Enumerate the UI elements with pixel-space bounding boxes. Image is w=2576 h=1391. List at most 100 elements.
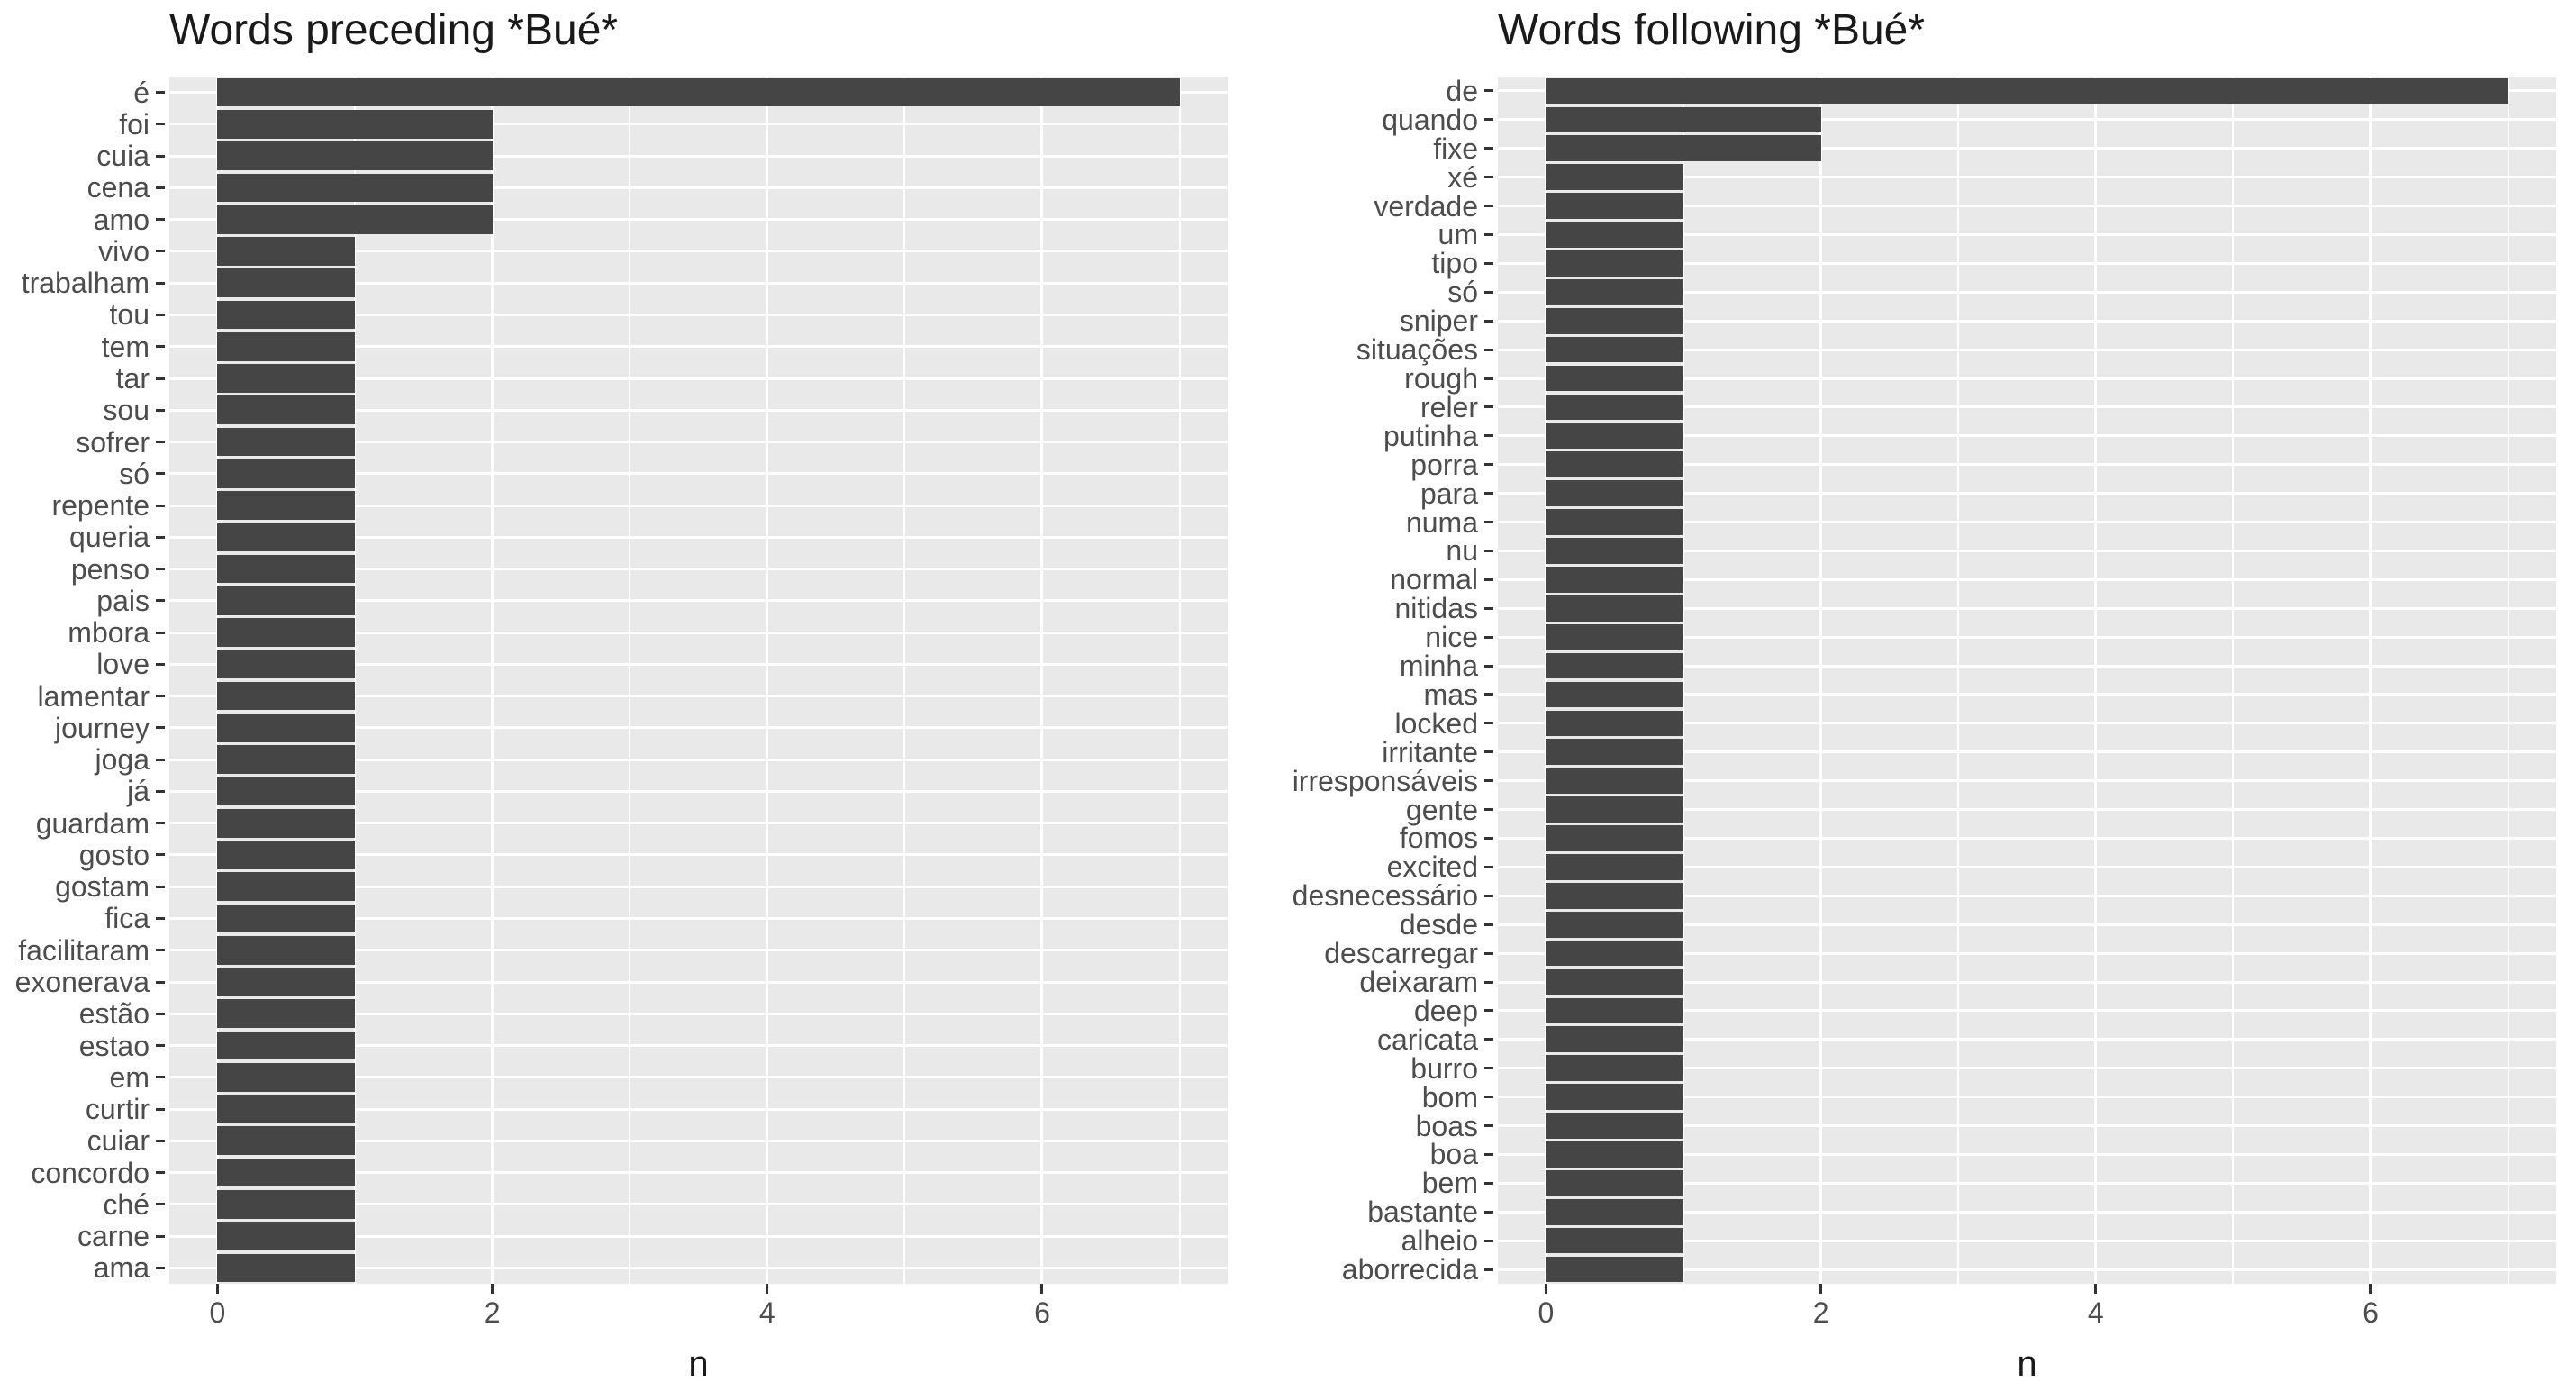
y-gridline — [169, 1203, 1228, 1206]
category-label: locked — [1394, 706, 1479, 740]
y-tick-mark — [156, 281, 165, 285]
category-label: repente — [51, 489, 150, 523]
y-tick-mark — [156, 822, 165, 825]
y-tick-mark — [1484, 232, 1493, 236]
bar-guardam — [217, 808, 355, 838]
y-gridline — [1498, 1268, 2556, 1271]
x-gridline-minor — [1957, 77, 1960, 1284]
y-tick-mark — [1484, 377, 1493, 380]
y-tick-mark — [156, 885, 165, 888]
category-label: exonerava — [14, 966, 150, 998]
category-label: tou — [109, 298, 150, 332]
y-tick-mark — [156, 599, 165, 603]
bar-irritante — [1546, 739, 1683, 766]
y-tick-mark — [1484, 836, 1493, 840]
x-tick-mark — [491, 1284, 494, 1294]
y-gridline — [1498, 577, 2556, 581]
y-gridline — [169, 568, 1228, 571]
y-tick-mark — [156, 1203, 165, 1206]
bar-xé — [1546, 164, 1683, 190]
y-tick-mark — [1484, 1210, 1493, 1214]
y-gridline — [1498, 261, 2556, 265]
category-label: reler — [1420, 390, 1478, 423]
y-tick-mark — [1484, 980, 1493, 984]
y-tick-mark — [156, 916, 165, 920]
category-label: gostam — [55, 870, 150, 904]
y-tick-mark — [1484, 779, 1493, 783]
y-gridline — [169, 885, 1228, 888]
category-label: facilitaram — [18, 933, 150, 967]
x-tick-label: 0 — [209, 1296, 226, 1329]
category-label: em — [109, 1060, 150, 1094]
y-gridline — [1498, 779, 2556, 783]
category-label: penso — [70, 552, 150, 586]
category-label: nu — [1446, 534, 1478, 568]
bar-em — [217, 1062, 355, 1092]
category-label: gente — [1405, 793, 1478, 826]
category-label: boas — [1415, 1109, 1478, 1142]
bar-exonerava — [217, 968, 355, 996]
bar-tipo — [1546, 250, 1683, 277]
bar-deep — [1546, 997, 1683, 1024]
y-tick-mark — [156, 441, 165, 444]
y-gridline — [169, 1139, 1228, 1142]
category-label: trabalham — [21, 267, 150, 300]
bar-curtir — [217, 1095, 355, 1123]
y-tick-mark — [156, 1044, 165, 1048]
y-gridline — [1498, 319, 2556, 323]
y-tick-mark — [1484, 1124, 1493, 1128]
y-gridline — [169, 726, 1228, 730]
y-gridline — [1498, 176, 2556, 179]
category-label: tar — [115, 362, 150, 395]
bar-putinha — [1546, 423, 1683, 450]
y-tick-mark — [156, 313, 165, 316]
y-gridline — [169, 631, 1228, 634]
y-gridline — [1498, 377, 2556, 380]
category-label: joga — [95, 743, 150, 777]
x-gridline-major — [491, 77, 494, 1284]
y-tick-mark — [1484, 348, 1493, 351]
y-gridline — [169, 789, 1228, 793]
category-label: irresponsáveis — [1292, 764, 1478, 797]
x-axis-title: n — [688, 1344, 709, 1384]
bar-nitidas — [1546, 595, 1683, 622]
y-tick-mark — [1484, 606, 1493, 610]
category-label: guardam — [35, 806, 150, 840]
y-tick-mark — [156, 758, 165, 761]
category-label: descarregar — [1324, 937, 1478, 970]
y-gridline — [1498, 1038, 2556, 1041]
bar-aborrecida — [1546, 1256, 1683, 1283]
category-label: um — [1438, 218, 1478, 251]
bar-minha — [1546, 652, 1683, 679]
bar-tem — [217, 332, 355, 361]
category-label: estão — [78, 997, 150, 1031]
category-label: desde — [1399, 908, 1478, 941]
y-tick-mark — [156, 1234, 165, 1238]
category-label: curtir — [85, 1093, 150, 1126]
y-tick-mark — [1484, 693, 1493, 696]
y-gridline — [169, 504, 1228, 507]
bar-cena — [217, 173, 493, 203]
y-tick-mark — [156, 1266, 165, 1269]
bar-irresponsáveis — [1546, 768, 1683, 794]
category-label: carne — [77, 1220, 150, 1253]
y-gridline — [169, 535, 1228, 539]
y-gridline — [1498, 549, 2556, 552]
y-tick-mark — [156, 789, 165, 793]
y-tick-mark — [156, 504, 165, 507]
y-tick-mark — [1484, 722, 1493, 725]
bar-pais — [217, 586, 355, 615]
y-tick-mark — [1484, 434, 1493, 438]
x-tick-label: 6 — [2363, 1296, 2379, 1329]
y-gridline — [1498, 405, 2556, 409]
y-tick-mark — [1484, 894, 1493, 897]
bar-só — [1546, 278, 1683, 305]
y-tick-mark — [1484, 577, 1493, 581]
bar-ama — [217, 1253, 355, 1283]
y-gridline — [1498, 951, 2556, 955]
y-gridline — [1498, 750, 2556, 754]
bar-tou — [217, 300, 355, 330]
x-gridline-major — [1819, 77, 1823, 1284]
y-gridline — [1498, 1009, 2556, 1013]
bar-excited — [1546, 854, 1683, 880]
